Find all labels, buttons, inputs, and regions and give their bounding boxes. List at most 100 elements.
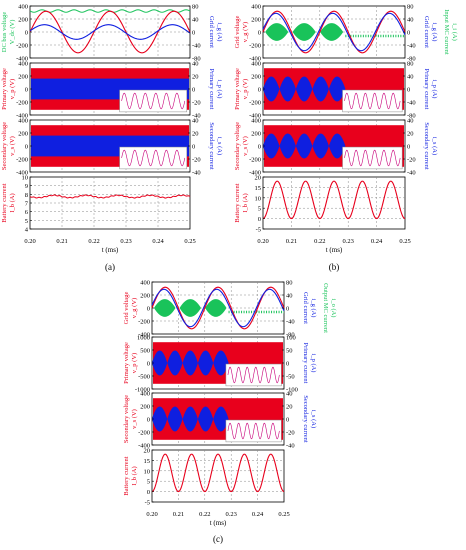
grid-current-trace <box>29 24 191 40</box>
x-tick-label: 0.21 <box>173 511 184 518</box>
right-axis-title: Secondary current <box>423 122 430 170</box>
x-tick-label: 0.22 <box>314 238 325 245</box>
left-axis-title: Battery current <box>234 183 241 222</box>
left-tick-label: -200 <box>138 319 150 326</box>
right-axis-unit-2: i_i (A) <box>451 23 458 41</box>
left-tick-label: -200 <box>249 157 261 164</box>
panel-caption: (c) <box>213 534 223 544</box>
left-tick-label: 0 <box>258 30 261 37</box>
left-tick-label: -400 <box>16 113 28 120</box>
left-axis-unit: v_s (V) <box>9 136 16 156</box>
right-tick-label: -40 <box>407 100 416 107</box>
left-tick-label: 5 <box>258 206 261 213</box>
current-lobes <box>152 406 229 432</box>
right-tick-label: 0 <box>286 417 289 424</box>
left-tick-label: 0 <box>25 87 28 94</box>
right-axis-title: Grid current <box>208 16 215 48</box>
left-tick-label: -400 <box>138 443 150 450</box>
left-axis-title: Primary voltage <box>123 342 130 384</box>
left-axis-title: Battery current <box>123 456 130 495</box>
left-tick-label: 400 <box>18 61 28 68</box>
right-axis-title-2: Input MC current <box>443 9 450 55</box>
left-axis-unit: v_g (V) <box>131 298 138 318</box>
left-tick-label: -400 <box>16 170 28 177</box>
left-axis-unit: v_s (V) <box>131 409 138 429</box>
left-tick-label: -200 <box>16 157 28 164</box>
right-axis-title: Primary current <box>302 343 309 384</box>
right-tick-label: 0 <box>192 87 195 94</box>
right-tick-label: -40 <box>192 170 201 177</box>
left-tick-label: 200 <box>251 74 261 81</box>
left-tick-label: 400 <box>251 61 261 68</box>
left-tick-label: 400 <box>140 391 150 398</box>
left-tick-label: 8 <box>25 192 28 199</box>
panel-caption: (a) <box>105 262 115 272</box>
right-tick-label: 20 <box>192 131 199 138</box>
left-tick-label: 500 <box>140 348 150 355</box>
left-tick-label: -400 <box>249 113 261 120</box>
right-axis-unit: i_g (A) <box>310 299 317 318</box>
left-tick-label: 400 <box>18 4 28 11</box>
left-tick-label: 200 <box>251 131 261 138</box>
x-tick-label: 0.24 <box>152 238 164 245</box>
right-tick-label: 0 <box>286 361 289 368</box>
left-tick-label: 0 <box>147 489 150 496</box>
left-axis-unit: v_g (V) <box>242 22 249 42</box>
left-tick-label: 10 <box>144 468 151 475</box>
left-tick-label: 200 <box>251 17 261 24</box>
right-tick-label: 0 <box>407 30 410 37</box>
right-axis-title-2: Output MC current <box>322 283 329 333</box>
battery-current-trace <box>262 180 406 220</box>
right-tick-label: -80 <box>407 56 416 63</box>
right-tick-label: 40 <box>407 118 414 125</box>
left-tick-label: 20 <box>144 448 151 455</box>
x-tick-label: 0.24 <box>252 511 264 518</box>
left-tick-label: 0 <box>147 417 150 424</box>
left-tick-label: 0 <box>258 216 261 223</box>
left-axis-title: Battery current <box>1 183 8 222</box>
right-axis-unit: i_s (A) <box>431 137 438 155</box>
mc-current-burst <box>265 23 344 41</box>
right-tick-label: 50 <box>286 348 293 355</box>
right-tick-label: 0 <box>286 306 289 313</box>
left-tick-label: -400 <box>249 170 261 177</box>
left-axis-title: Primary voltage <box>234 68 241 110</box>
left-tick-label: 0 <box>258 87 261 94</box>
left-axis-title: Secondary voltage <box>234 122 241 170</box>
right-axis-title: Secondary current <box>208 122 215 170</box>
right-axis-unit: i_p (A) <box>216 80 223 99</box>
right-tick-label: 20 <box>286 404 293 411</box>
x-tick-label: 0.23 <box>120 238 131 245</box>
left-axis-title: Secondary voltage <box>1 122 8 170</box>
right-tick-label: 20 <box>407 131 414 138</box>
right-tick-label: 80 <box>407 4 414 11</box>
inset-waveform <box>227 366 280 384</box>
right-tick-label: 40 <box>407 74 414 81</box>
panel-caption: (b) <box>329 262 340 272</box>
left-axis-unit: v_p (V) <box>242 79 249 99</box>
inset-waveform <box>121 149 186 167</box>
battery-current-trace <box>29 194 191 199</box>
right-tick-label: 80 <box>407 61 414 68</box>
left-tick-label: -200 <box>249 100 261 107</box>
inset-waveform <box>121 92 186 110</box>
right-tick-label: 40 <box>192 17 199 24</box>
right-tick-label: 20 <box>192 74 199 81</box>
left-tick-label: 200 <box>18 74 28 81</box>
right-tick-label: -40 <box>286 443 295 450</box>
x-tick-label: 0.22 <box>88 238 99 245</box>
right-tick-label: 100 <box>286 335 296 342</box>
left-tick-label: 200 <box>18 17 28 24</box>
left-axis-title: Grid voltage <box>234 16 241 49</box>
right-axis-title: Grid current <box>302 292 309 324</box>
right-tick-label: 0 <box>192 30 195 37</box>
left-tick-label: 400 <box>251 4 261 11</box>
left-axis-unit: I_b (A) <box>242 193 249 212</box>
right-axis-title: Grid current <box>423 16 430 48</box>
left-axis-title: Primary voltage <box>1 68 8 110</box>
